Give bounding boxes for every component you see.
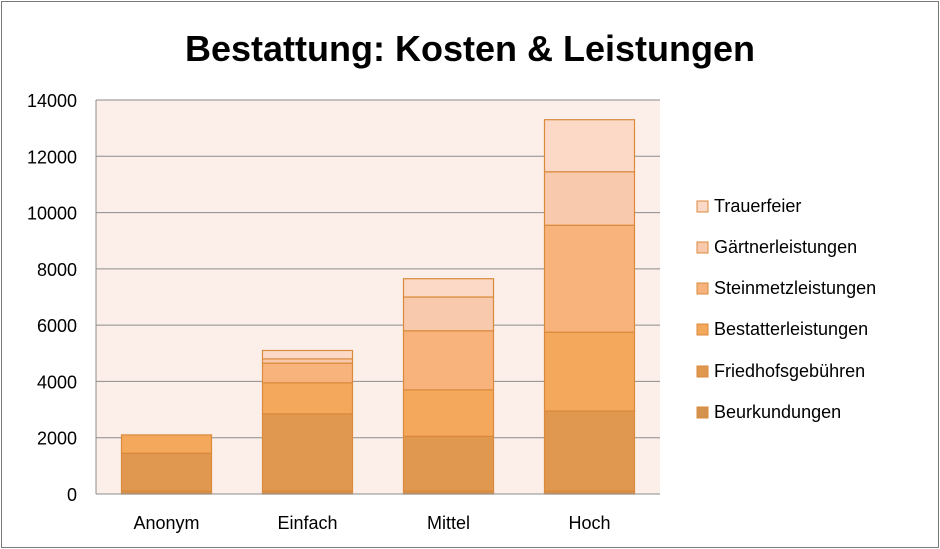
x-tick-label: Einfach	[277, 513, 337, 533]
y-tick-label: 4000	[37, 372, 77, 392]
y-tick-label: 14000	[27, 91, 77, 111]
bar-segment	[261, 382, 354, 415]
bar-segment	[543, 410, 636, 492]
bar-segment	[261, 413, 354, 492]
bar-segment	[402, 389, 495, 437]
y-tick-label: 6000	[37, 316, 77, 336]
y-tick-label: 8000	[37, 260, 77, 280]
legend-label: Bestatterleistungen	[714, 319, 868, 339]
legend-label: Steinmetzleistungen	[714, 278, 876, 298]
legend-swatch	[696, 241, 709, 254]
bar-segment	[120, 452, 213, 492]
bar-segment	[543, 331, 636, 412]
bar-segment	[261, 358, 354, 364]
x-tick-label: Hoch	[568, 513, 610, 533]
y-tick-label: 2000	[37, 429, 77, 449]
y-tick-label: 0	[67, 485, 77, 505]
legend-label: Gärtnerleistungen	[714, 237, 857, 257]
bar-segment	[261, 349, 354, 360]
legend: Trauerfeier Gärtnerleistungen Steinmetzlei…	[696, 196, 876, 422]
legend-swatch	[696, 200, 709, 213]
bar-segment	[543, 224, 636, 333]
legend-label: Beurkundungen	[714, 402, 841, 422]
y-tick-label: 10000	[27, 204, 77, 224]
bar-segment	[120, 434, 213, 454]
chart-title: Bestattung: Kosten & Leistungen	[185, 28, 755, 69]
y-tick-label: 12000	[27, 147, 77, 167]
bar-segment	[402, 435, 495, 492]
bar-segment	[543, 119, 636, 173]
bar-segment	[402, 296, 495, 332]
legend-swatch	[696, 365, 709, 378]
legend-swatch	[696, 406, 709, 419]
bar-segment	[543, 171, 636, 226]
legend-swatch	[696, 282, 709, 295]
bar-segment	[402, 278, 495, 298]
bar-segment	[261, 362, 354, 384]
x-tick-label: Anonym	[133, 513, 199, 533]
y-tick-labels: 0 2000 4000 6000 8000 10000 12000 14000	[27, 91, 77, 505]
x-tick-label: Mittel	[427, 513, 470, 533]
legend-swatch	[696, 323, 709, 336]
legend-label: Trauerfeier	[714, 196, 801, 216]
bars	[120, 119, 636, 495]
x-tick-labels: Anonym Einfach Mittel Hoch	[133, 513, 610, 533]
bar-segment	[402, 330, 495, 391]
legend-label: Friedhofsgebühren	[714, 361, 865, 381]
